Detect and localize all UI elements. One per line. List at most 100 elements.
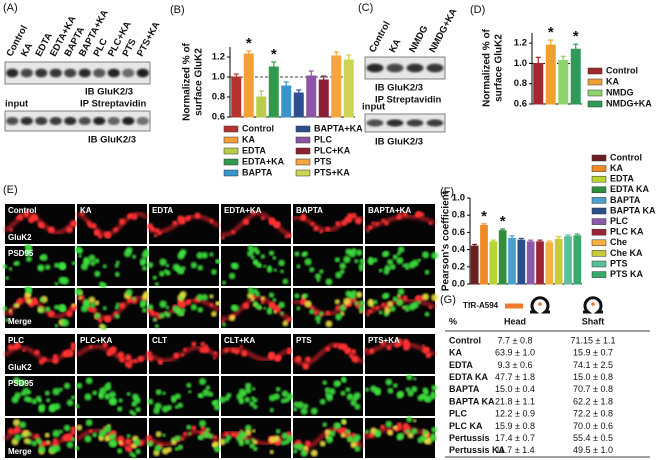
condition-label: KA xyxy=(80,206,92,215)
green-puncta xyxy=(177,402,184,409)
green-puncta xyxy=(249,400,255,407)
bar xyxy=(570,48,581,105)
green-puncta xyxy=(293,449,298,454)
green-puncta xyxy=(35,395,42,402)
y-tick-label: 1.0 xyxy=(514,58,527,69)
green-puncta xyxy=(161,405,169,413)
green-puncta xyxy=(94,312,101,319)
significance-marker: * xyxy=(246,35,252,52)
green-puncta xyxy=(126,433,131,438)
red-puncta xyxy=(334,343,338,347)
green-puncta xyxy=(431,426,438,433)
red-puncta xyxy=(89,429,93,433)
green-puncta xyxy=(302,403,309,409)
table-cell: BAPTA xyxy=(449,384,480,394)
y-tick-label: 0.4 xyxy=(452,244,466,255)
bar xyxy=(545,242,554,285)
green-puncta xyxy=(98,281,105,288)
red-puncta xyxy=(66,310,73,318)
green-puncta xyxy=(152,275,157,280)
green-puncta xyxy=(389,305,396,312)
micrograph xyxy=(2,244,76,286)
green-puncta xyxy=(345,387,351,393)
micrograph-background xyxy=(221,376,291,416)
green-puncta xyxy=(98,323,105,330)
green-puncta xyxy=(340,432,346,438)
green-puncta xyxy=(422,429,429,435)
channel-label: Merge xyxy=(8,317,32,326)
green-puncta xyxy=(300,449,308,457)
micrograph xyxy=(3,204,78,244)
green-puncta xyxy=(281,432,289,440)
green-puncta xyxy=(198,434,204,441)
green-puncta xyxy=(61,319,70,327)
legend-swatch xyxy=(587,100,603,108)
green-puncta xyxy=(205,385,211,390)
green-puncta xyxy=(228,272,236,280)
red-puncta xyxy=(344,216,351,223)
legend-swatch xyxy=(591,207,607,215)
green-puncta xyxy=(104,393,111,400)
red-puncta xyxy=(87,307,93,312)
table-cell: 7.7 ± 0.8 xyxy=(498,335,533,345)
red-puncta xyxy=(107,352,111,356)
red-puncta xyxy=(310,306,315,310)
legend-swatch xyxy=(587,67,603,75)
red-puncta xyxy=(381,302,386,307)
red-puncta xyxy=(364,348,368,352)
blot-band xyxy=(35,117,48,125)
green-puncta xyxy=(19,421,27,429)
legend-label: KA xyxy=(606,76,619,86)
green-puncta xyxy=(260,254,266,259)
table-cell: 9.3 ± 0.6 xyxy=(498,360,533,370)
green-puncta xyxy=(358,305,364,311)
red-puncta xyxy=(89,345,93,349)
red-puncta xyxy=(119,357,125,363)
green-puncta xyxy=(351,248,357,253)
green-puncta xyxy=(133,438,141,446)
green-puncta xyxy=(141,265,147,271)
green-puncta xyxy=(174,435,181,442)
y-axis-label: surface GluK2 xyxy=(194,48,205,116)
blot-label: IP Streptavidin xyxy=(80,99,147,110)
red-puncta xyxy=(371,221,375,225)
legend-label: PTS xyxy=(314,156,332,166)
channel-label: PSD95 xyxy=(8,249,34,258)
table-cell: BAPTA KA xyxy=(449,396,495,406)
y-tick-label: 1.0 xyxy=(212,72,225,83)
legend-label: PLC+KA xyxy=(314,145,351,155)
red-puncta xyxy=(335,305,341,311)
green-puncta xyxy=(135,448,141,455)
legend-swatch xyxy=(587,89,603,97)
green-puncta xyxy=(125,288,133,296)
green-puncta xyxy=(294,293,300,299)
red-puncta xyxy=(273,307,278,312)
green-puncta xyxy=(392,296,399,302)
green-puncta xyxy=(325,320,333,328)
red-puncta xyxy=(355,217,362,225)
micrograph-background xyxy=(77,246,147,286)
green-puncta xyxy=(273,393,280,400)
table-header: Head xyxy=(504,316,526,326)
green-puncta xyxy=(422,387,429,393)
green-puncta xyxy=(71,395,76,400)
red-puncta xyxy=(39,223,45,229)
green-puncta xyxy=(76,382,83,389)
bar xyxy=(536,241,544,285)
green-puncta xyxy=(310,407,318,415)
green-puncta xyxy=(35,437,42,444)
green-puncta xyxy=(417,300,422,305)
green-puncta xyxy=(211,442,216,447)
red-puncta xyxy=(273,223,278,228)
red-puncta xyxy=(7,428,14,435)
green-puncta xyxy=(281,390,289,398)
green-puncta xyxy=(14,392,21,399)
red-puncta xyxy=(117,351,125,359)
green-puncta xyxy=(424,311,430,317)
red-puncta xyxy=(181,437,185,441)
green-puncta xyxy=(23,395,30,403)
green-puncta xyxy=(429,393,437,400)
green-puncta xyxy=(252,288,259,295)
micrograph xyxy=(146,418,221,458)
red-puncta xyxy=(368,225,373,230)
